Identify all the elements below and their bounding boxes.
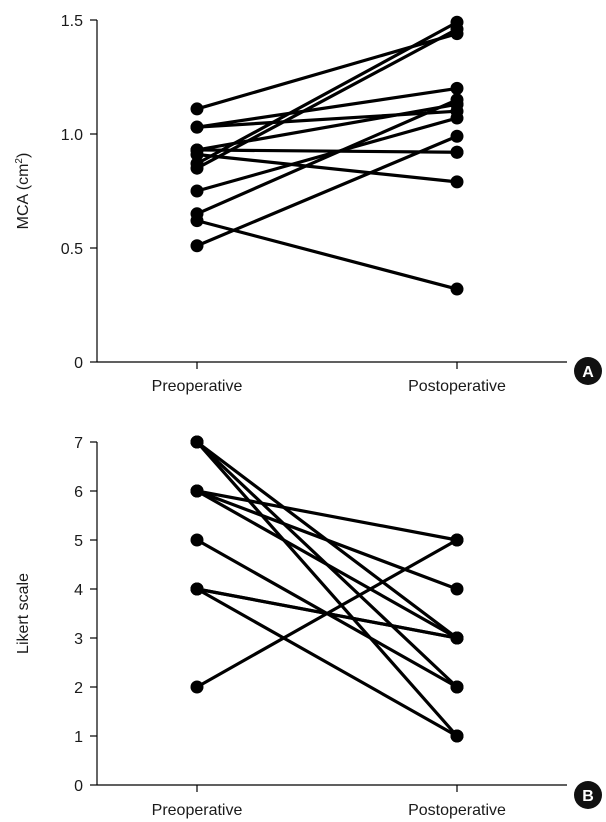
panel-b-y-tick-label: 3 [74, 631, 83, 648]
panel-a-y-tick-label: 0 [74, 355, 83, 372]
panel-a-data-point [450, 111, 464, 125]
panel-b-series-line [195, 489, 459, 591]
panel-b-x-tick-label: Postoperative [408, 802, 506, 819]
panel-a-data-point [450, 81, 464, 95]
panel-b-series-line [195, 489, 459, 640]
panel-b-x-tick-label: Preoperative [152, 802, 243, 819]
panel-a-series-line [195, 27, 459, 170]
panel-a-data-point [450, 22, 464, 36]
panel-b-series-line [195, 440, 459, 738]
panel-a-data-point [190, 184, 204, 198]
panel-a-data-point [190, 161, 204, 175]
panel-b-y-tick-label: 0 [74, 778, 83, 795]
panel-a-data-point [450, 129, 464, 143]
panel-a-y-tick-label: 1.0 [61, 127, 83, 144]
panel-a-series-line [195, 116, 459, 193]
panel-a-series-line [195, 152, 459, 184]
panel-b-data-point [450, 533, 464, 547]
panel-a-series-line [195, 98, 459, 216]
panel-a-series-line [195, 86, 459, 129]
panel-b-y-tick-label: 4 [74, 582, 83, 599]
panel-a-data-point [190, 239, 204, 253]
panel-b-y-axis-title: Likert scale [15, 573, 32, 654]
panel-a-x-tick-label: Preoperative [152, 378, 243, 395]
panel-a-series-line [195, 109, 459, 129]
panel-a-data-point [190, 214, 204, 228]
panel-a-data-point [450, 145, 464, 159]
panel-b-data-point [450, 680, 464, 694]
panel-b-data-point [190, 680, 204, 694]
panel-b-series-line [195, 489, 459, 542]
panel-b-data-point [190, 582, 204, 596]
panel-a-series-line [195, 219, 459, 291]
panel-b-y-tick-label: 5 [74, 533, 83, 550]
panel-b-chart: 0 1 2 3 4 5 6 7 Preoperative Postoperative Likert … [15, 435, 567, 819]
panel-a-data-point [190, 102, 204, 116]
panel-b-badge-letter: B [582, 788, 594, 805]
panel-a-data-point [450, 282, 464, 296]
panel-a-series-line [195, 20, 459, 166]
panel-b-data-point [450, 631, 464, 645]
panel-b-y-tick-label: 7 [74, 435, 83, 452]
panel-b-series-line [195, 538, 459, 689]
panel-a-badge-letter: A [582, 364, 594, 381]
panel-a-data-point [190, 120, 204, 134]
panel-b-y-tick-label: 6 [74, 484, 83, 501]
panel-b-data-point [190, 484, 204, 498]
panel-a-series-line [195, 102, 459, 152]
panel-a-series-line [195, 134, 459, 248]
panel-a-badge: A [574, 357, 602, 385]
panel-a-data-point [190, 148, 204, 162]
panel-b-badge: B [574, 781, 602, 809]
panel-b-data-point [190, 435, 204, 449]
panel-a-chart: 0 0.5 1.0 1.5 Preoperative Postoperative MCA (… [14, 13, 567, 395]
panel-a-y-tick-label: 0.5 [61, 241, 83, 258]
panel-b-data-point [450, 582, 464, 596]
panel-a-x-tick-label: Postoperative [408, 378, 506, 395]
panel-a-y-tick-label: 1.5 [61, 13, 83, 30]
panel-b-series-line [195, 587, 459, 738]
panel-b-data-point [190, 533, 204, 547]
panel-a-data-point [450, 97, 464, 111]
panel-a-y-axis-title: MCA (cm2) [14, 153, 32, 230]
panel-b-y-tick-label: 2 [74, 680, 83, 697]
panel-a-data-point [450, 175, 464, 189]
panel-b-data-point [450, 729, 464, 743]
panel-a-series-line [195, 148, 459, 154]
panel-b-y-tick-label: 1 [74, 729, 83, 746]
